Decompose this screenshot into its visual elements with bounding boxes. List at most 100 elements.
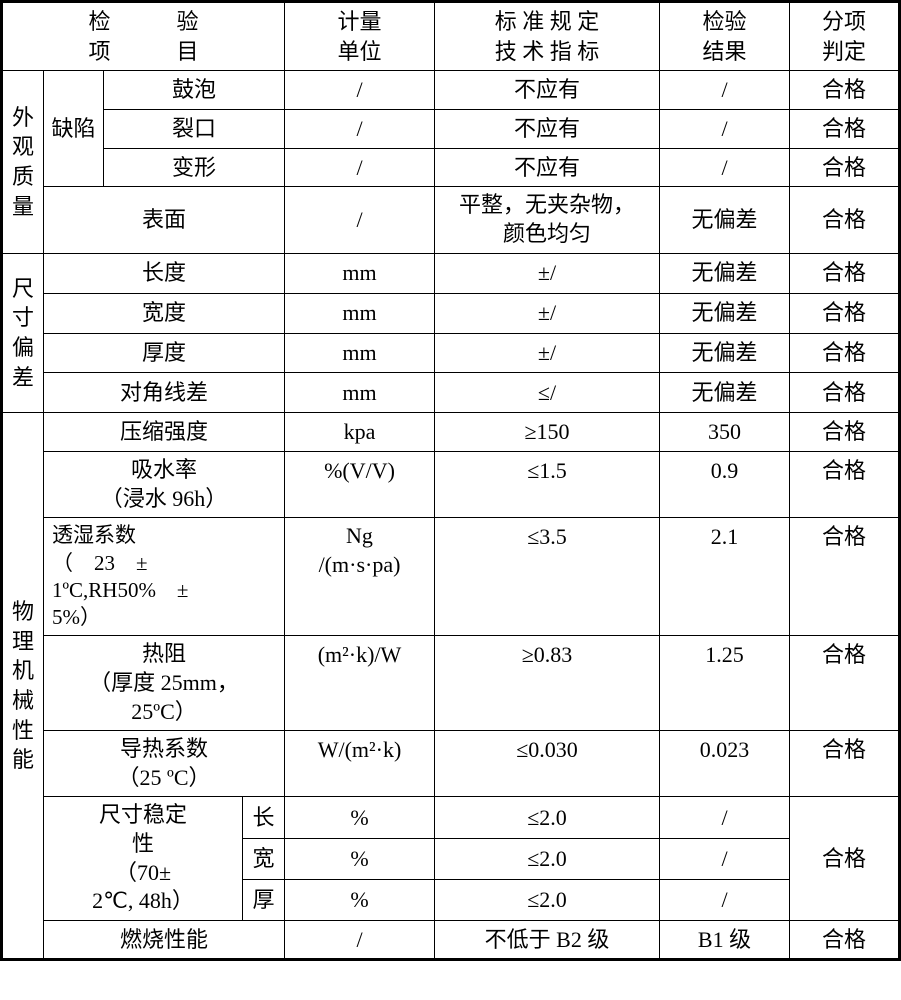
header-unit: 计量 单位	[285, 2, 435, 71]
table-row: 尺寸稳定 性 （70± 2℃, 48h） 长 % ≤2.0 / 合格	[2, 797, 900, 838]
cell-spec: ≤2.0	[435, 797, 660, 838]
cell-unit: %	[285, 879, 435, 920]
table-row: 裂口 / 不应有 / 合格	[2, 110, 900, 149]
cell-judge: 合格	[790, 293, 900, 333]
cell-spec: ±/	[435, 293, 660, 333]
cell-judge: 合格	[790, 920, 900, 960]
header-result: 检验 结果	[660, 2, 790, 71]
cell-judge: 合格	[790, 413, 900, 452]
cell-spec: 平整，无夹杂物， 颜色均匀	[435, 187, 660, 253]
cell-result: /	[660, 838, 790, 879]
cell-result: /	[660, 110, 790, 149]
table-row: 透湿系数 （ 23 ± 1ºC,RH50% ± 5%） Ng /(m·s·pa)…	[2, 518, 900, 636]
cell-spec: ±/	[435, 253, 660, 293]
table-row: 吸水率 （浸水 96h） %(V/V) ≤1.5 0.9 合格	[2, 452, 900, 518]
defect-label: 缺陷	[44, 71, 104, 187]
cell-result: 0.9	[660, 452, 790, 518]
section1-title: 外观质量	[2, 71, 44, 253]
cell-spec: 不应有	[435, 71, 660, 110]
table-row: 尺寸偏差 长度 mm ±/ 无偏差 合格	[2, 253, 900, 293]
inspection-table: 检 验 项 目 计量 单位 标 准 规 定 技 术 指 标 检验 结果 分项 判…	[0, 0, 901, 961]
cell-spec: ≤2.0	[435, 879, 660, 920]
table-row: 表面 / 平整，无夹杂物， 颜色均匀 无偏差 合格	[2, 187, 900, 253]
cell-result: /	[660, 148, 790, 187]
cell-unit: mm	[285, 373, 435, 413]
header-judge: 分项 判定	[790, 2, 900, 71]
prop-name: 吸水率 （浸水 96h）	[44, 452, 285, 518]
dim-name: 宽度	[44, 293, 285, 333]
cell-unit: Ng /(m·s·pa)	[285, 518, 435, 636]
cell-result: /	[660, 797, 790, 838]
cell-unit: /	[285, 71, 435, 110]
cell-spec: 不低于 B2 级	[435, 920, 660, 960]
prop-name: 热阻 （厚度 25mm， 25ºC）	[44, 636, 285, 731]
cell-unit: %	[285, 838, 435, 879]
cell-judge: 合格	[790, 187, 900, 253]
table-row: 导热系数 （25 ºC） W/(m²·k) ≤0.030 0.023 合格	[2, 731, 900, 797]
stability-dim: 厚	[243, 879, 285, 920]
cell-spec: ≤2.0	[435, 838, 660, 879]
table-header-row: 检 验 项 目 计量 单位 标 准 规 定 技 术 指 标 检验 结果 分项 判…	[2, 2, 900, 71]
cell-unit: /	[285, 148, 435, 187]
cell-unit: mm	[285, 253, 435, 293]
table-row: 燃烧性能 / 不低于 B2 级 B1 级 合格	[2, 920, 900, 960]
cell-unit: /	[285, 920, 435, 960]
table-row: 厚度 mm ±/ 无偏差 合格	[2, 333, 900, 373]
cell-unit: mm	[285, 333, 435, 373]
cell-result: 无偏差	[660, 187, 790, 253]
header-spec: 标 准 规 定 技 术 指 标	[435, 2, 660, 71]
dim-name: 厚度	[44, 333, 285, 373]
cell-spec: 不应有	[435, 110, 660, 149]
defect-name: 变形	[104, 148, 285, 187]
table-row: 物理机械性能 压缩强度 kpa ≥150 350 合格	[2, 413, 900, 452]
cell-result: B1 级	[660, 920, 790, 960]
section2-title: 尺寸偏差	[2, 253, 44, 413]
surface-name: 表面	[44, 187, 285, 253]
cell-spec: ±/	[435, 333, 660, 373]
cell-unit: (m²·k)/W	[285, 636, 435, 731]
cell-result: 2.1	[660, 518, 790, 636]
cell-spec: ≤3.5	[435, 518, 660, 636]
cell-result: 无偏差	[660, 293, 790, 333]
cell-judge: 合格	[790, 333, 900, 373]
table-row: 外观质量 缺陷 鼓泡 / 不应有 / 合格	[2, 71, 900, 110]
cell-judge: 合格	[790, 148, 900, 187]
prop-name: 压缩强度	[44, 413, 285, 452]
cell-judge: 合格	[790, 71, 900, 110]
cell-judge: 合格	[790, 518, 900, 636]
header-item: 检 验 项 目	[2, 2, 285, 71]
cell-spec: ≥150	[435, 413, 660, 452]
dim-name: 对角线差	[44, 373, 285, 413]
cell-spec: ≥0.83	[435, 636, 660, 731]
cell-unit: /	[285, 110, 435, 149]
combustion-name: 燃烧性能	[44, 920, 285, 960]
section3-title: 物理机械性能	[2, 413, 44, 960]
cell-judge: 合格	[790, 797, 900, 920]
cell-unit: mm	[285, 293, 435, 333]
table-row: 变形 / 不应有 / 合格	[2, 148, 900, 187]
defect-name: 鼓泡	[104, 71, 285, 110]
cell-unit: %	[285, 797, 435, 838]
table-row: 对角线差 mm ≤/ 无偏差 合格	[2, 373, 900, 413]
cell-spec: ≤/	[435, 373, 660, 413]
cell-spec: ≤1.5	[435, 452, 660, 518]
stability-label: 尺寸稳定 性 （70± 2℃, 48h）	[44, 797, 243, 920]
cell-result: 1.25	[660, 636, 790, 731]
cell-spec: 不应有	[435, 148, 660, 187]
cell-result: 350	[660, 413, 790, 452]
cell-unit: kpa	[285, 413, 435, 452]
cell-judge: 合格	[790, 373, 900, 413]
cell-result: 0.023	[660, 731, 790, 797]
cell-unit: W/(m²·k)	[285, 731, 435, 797]
cell-judge: 合格	[790, 636, 900, 731]
stability-dim: 宽	[243, 838, 285, 879]
cell-result: 无偏差	[660, 373, 790, 413]
cell-result: 无偏差	[660, 253, 790, 293]
cell-result: 无偏差	[660, 333, 790, 373]
cell-unit: %(V/V)	[285, 452, 435, 518]
cell-result: /	[660, 879, 790, 920]
table-row: 热阻 （厚度 25mm， 25ºC） (m²·k)/W ≥0.83 1.25 合…	[2, 636, 900, 731]
cell-spec: ≤0.030	[435, 731, 660, 797]
cell-result: /	[660, 71, 790, 110]
prop-name: 导热系数 （25 ºC）	[44, 731, 285, 797]
